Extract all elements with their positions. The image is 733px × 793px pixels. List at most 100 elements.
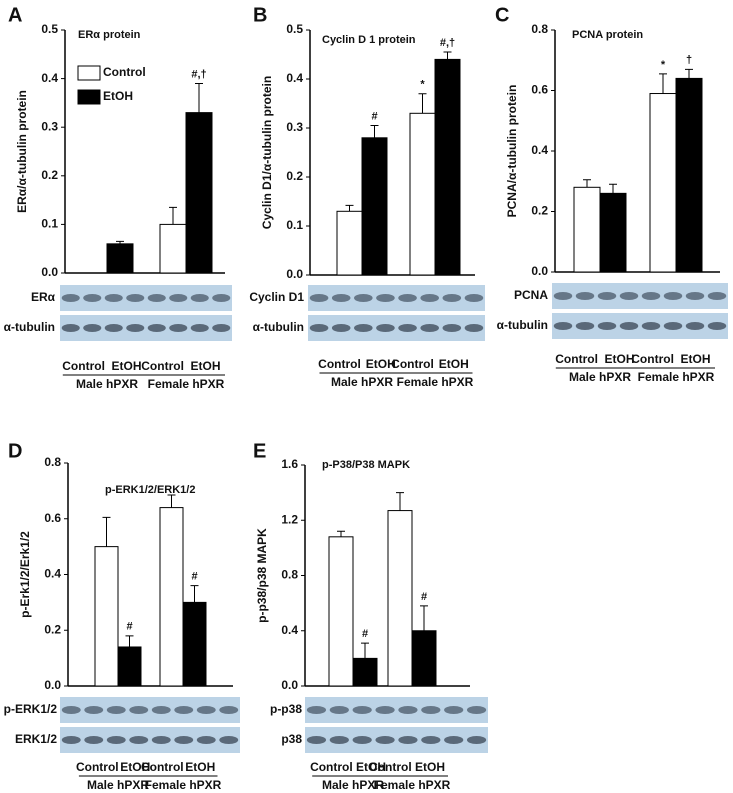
blot-band	[707, 322, 727, 330]
blot-label: p38	[281, 732, 302, 746]
panel-label: A	[8, 4, 22, 26]
blot-band	[147, 324, 166, 332]
blot-band	[61, 736, 81, 744]
blot-band	[61, 324, 80, 332]
lane-label: Control	[391, 357, 434, 371]
blot-band	[663, 292, 683, 300]
y-axis-label: Cyclin D1/α-tubulin protein	[260, 76, 274, 229]
blot-band	[169, 294, 188, 302]
y-tick-label: 0.2	[286, 169, 303, 183]
blot-band	[106, 736, 126, 744]
y-tick-label: 0.4	[531, 143, 548, 157]
significance-label: #	[362, 628, 368, 640]
y-tick-label: 0.2	[531, 204, 548, 218]
blot-band	[619, 292, 639, 300]
y-axis-label: p-Erk1/2/Erk1/2	[18, 531, 32, 618]
blot-band	[464, 324, 484, 332]
bar	[361, 137, 388, 276]
x-tick-label: Female hPXR	[397, 375, 474, 389]
error-bar	[116, 240, 124, 244]
error-bar	[443, 51, 452, 60]
blot-band	[420, 294, 439, 302]
blot-band	[84, 706, 104, 714]
bar	[336, 210, 363, 276]
y-tick-label: 0.8	[281, 568, 298, 582]
y-tick-label: 0.1	[286, 218, 303, 232]
significance-label: #	[371, 110, 377, 122]
blot-band	[190, 294, 209, 302]
blot-band	[685, 322, 705, 330]
x-tick-label: Female hPXR	[145, 778, 222, 792]
significance-label: #,†	[440, 37, 455, 49]
x-tick-label: Male hPXR	[87, 778, 149, 792]
blot-band	[329, 736, 349, 744]
lane-label: Control	[62, 359, 105, 373]
lane-label: EtOH	[681, 352, 711, 366]
blot-band	[129, 736, 149, 744]
lane-label: EtOH	[415, 760, 445, 774]
y-tick-label: 0.4	[41, 71, 58, 85]
blot-band	[420, 324, 439, 332]
blot-band	[575, 292, 595, 300]
error-bar	[361, 642, 369, 659]
blot-band	[466, 706, 487, 714]
x-tick-label: Female hPXR	[638, 370, 715, 384]
y-tick-label: 0.3	[286, 120, 303, 134]
blot-band	[354, 294, 373, 302]
blot-label: α-tubulin	[497, 318, 548, 332]
significance-label: #	[191, 571, 197, 583]
bar	[117, 646, 142, 687]
blot-band	[219, 706, 239, 714]
blot-label: p-p38	[270, 702, 302, 716]
error-bar	[125, 635, 134, 647]
y-tick-label: 0.0	[286, 267, 303, 281]
y-axis-label: p-p38/p38 MAPK	[255, 528, 269, 623]
blot-band	[619, 322, 639, 330]
lane-label: EtOH	[439, 357, 469, 371]
bar	[106, 243, 134, 274]
blot-band	[309, 324, 329, 332]
y-axis-label: ERα/α-tubulin protein	[15, 90, 29, 213]
blot-band	[553, 292, 573, 300]
blot-label: ERα	[31, 290, 56, 304]
error-bar	[345, 204, 354, 212]
blot-band	[83, 294, 102, 302]
blot-band	[444, 736, 464, 744]
significance-label: #	[126, 621, 132, 633]
significance-label: #,†	[191, 68, 206, 80]
blot-band	[352, 736, 372, 744]
y-tick-label: 0.0	[281, 678, 298, 692]
blot-band	[442, 324, 462, 332]
blot-label: PCNA	[514, 288, 548, 302]
panel-label: B	[253, 4, 267, 26]
y-tick-label: 0.0	[44, 678, 61, 692]
error-bar	[418, 93, 427, 114]
blot-band	[61, 294, 80, 302]
error-bar	[370, 125, 379, 138]
lane-label: EtOH	[191, 359, 221, 373]
panel-label: E	[253, 440, 266, 462]
legend-label: Control	[103, 65, 146, 79]
blot-band	[306, 736, 327, 744]
error-bar	[169, 206, 177, 225]
blot-band	[641, 292, 661, 300]
lane-label: Control	[76, 760, 119, 774]
bar	[159, 223, 187, 274]
blot-band	[597, 292, 617, 300]
bar	[409, 112, 436, 276]
lane-label: EtOH	[112, 359, 142, 373]
blot-band	[151, 736, 171, 744]
lane-label: Control	[318, 357, 361, 371]
blot-label: ERK1/2	[15, 732, 57, 746]
blot-label: α-tubulin	[4, 320, 55, 334]
y-tick-label: 0.0	[41, 265, 58, 279]
blot-band	[466, 736, 487, 744]
error-bar	[420, 605, 428, 631]
lane-label: Control	[631, 352, 674, 366]
y-tick-label: 0.4	[281, 623, 298, 637]
blot-band	[597, 322, 617, 330]
blot-band	[84, 736, 104, 744]
blot-label: α-tubulin	[253, 320, 304, 334]
blot-band	[174, 736, 194, 744]
